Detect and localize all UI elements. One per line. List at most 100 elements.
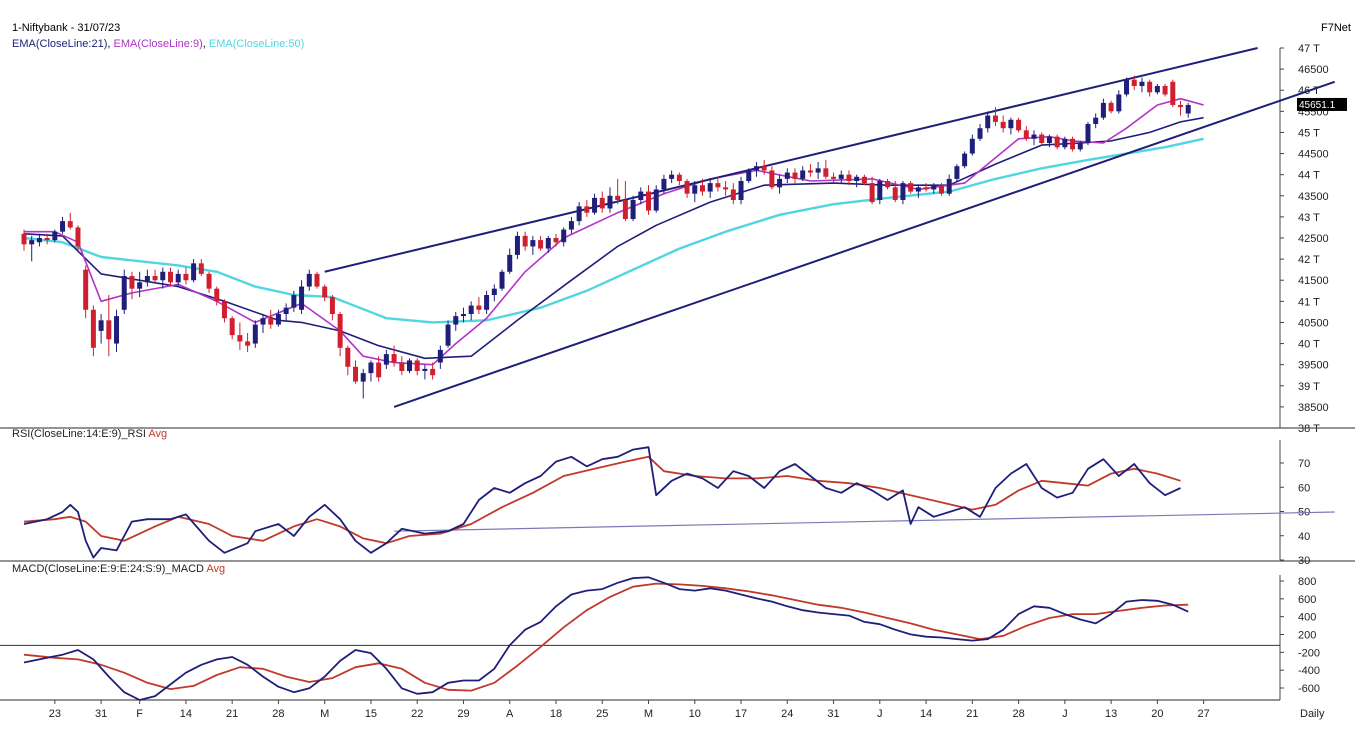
candle-body	[931, 185, 937, 190]
x-tick-label: 14	[920, 708, 932, 720]
candle-body	[90, 309, 96, 348]
candle-body	[800, 170, 806, 179]
x-tick-label: J	[1062, 708, 1068, 720]
macd-line	[23, 576, 1189, 701]
candle-body	[1077, 143, 1083, 150]
price-tick-label: 43 T	[1298, 212, 1320, 224]
candle-body	[753, 166, 759, 171]
candle-body	[599, 197, 605, 209]
candle-body	[221, 301, 227, 319]
candle-body	[275, 314, 281, 325]
x-tick-label: 14	[180, 708, 192, 720]
candle-body	[692, 185, 698, 194]
candle-body	[237, 335, 243, 342]
candle-body	[507, 254, 513, 272]
candle-body	[638, 191, 644, 200]
candle-body	[877, 181, 883, 200]
candle-body	[592, 197, 598, 213]
candle-body	[445, 324, 451, 346]
candle-body	[1147, 81, 1153, 93]
candle-body	[491, 288, 497, 295]
candle-body	[353, 366, 359, 382]
candle-body	[407, 360, 412, 371]
ema21-line	[23, 116, 1204, 360]
candle-body	[707, 183, 713, 192]
candle-body	[669, 174, 675, 179]
price-tick-label: 41500	[1298, 275, 1329, 287]
candle-body	[191, 263, 197, 281]
candle-body	[399, 362, 405, 371]
candle-body	[1046, 136, 1052, 143]
x-tick-label: 25	[596, 708, 608, 720]
price-tick-label: 47 T	[1298, 43, 1320, 55]
vendor-label: F7Net	[1321, 22, 1351, 34]
candle-body	[1039, 134, 1045, 143]
ema-legend: EMA(CloseLine:21), EMA(CloseLine:9), EMA…	[12, 38, 305, 50]
candle-body	[167, 271, 173, 283]
candle-body	[21, 233, 27, 245]
candle-body	[807, 170, 813, 173]
candle-body	[1093, 117, 1099, 124]
macd-tick-label: -200	[1298, 647, 1320, 659]
macd-tick-label: -400	[1298, 665, 1320, 677]
candle-body	[422, 368, 428, 371]
candle-body	[1054, 136, 1060, 148]
candle-body	[846, 174, 852, 181]
candle-body	[738, 181, 744, 200]
x-tick-label: 17	[735, 708, 747, 720]
ema21-legend: EMA(CloseLine:21)	[12, 38, 108, 50]
x-tick-label: A	[506, 708, 514, 720]
candle-body	[792, 172, 798, 179]
candle-body	[314, 273, 320, 287]
candle-body	[160, 271, 166, 281]
candle-body	[144, 276, 150, 283]
rsi-legend: RSI(CloseLine:14:E:9)_RSI Avg	[12, 428, 167, 440]
candle-body	[52, 231, 58, 241]
candle-body	[1023, 130, 1029, 139]
candle-body	[615, 195, 621, 200]
candle-body	[306, 273, 312, 287]
candle-body	[723, 187, 729, 190]
candle-body	[985, 115, 991, 129]
x-tick-label: 21	[966, 708, 978, 720]
candle-body	[946, 178, 952, 194]
candle-body	[121, 276, 127, 310]
candle-body	[992, 115, 998, 122]
candle-body	[291, 295, 297, 308]
ema50-line	[23, 137, 1204, 324]
price-tick-label: 43500	[1298, 191, 1329, 203]
candle-body	[777, 178, 783, 188]
candle-body	[915, 187, 921, 192]
channel-lower-line	[393, 80, 1336, 408]
x-tick-label: M	[320, 708, 329, 720]
x-tick-label: M	[644, 708, 653, 720]
candle-body	[376, 362, 382, 378]
candle-body	[183, 273, 189, 281]
x-tick-label: 27	[1198, 708, 1210, 720]
candle-body	[545, 238, 551, 249]
candle-body	[1100, 102, 1106, 118]
price-tick-label: 38500	[1298, 402, 1329, 414]
candle-body	[114, 316, 120, 344]
x-tick-label: 15	[365, 708, 377, 720]
candle-body	[1062, 138, 1068, 148]
candle-body	[885, 181, 891, 188]
candle-body	[1031, 134, 1037, 139]
candle-body	[98, 320, 104, 331]
candle-body	[453, 316, 459, 325]
candle-body	[746, 170, 752, 181]
rsi-tick-label: 40	[1298, 531, 1310, 543]
candle-body	[823, 168, 829, 177]
period-label: Daily	[1300, 708, 1325, 720]
candle-body	[838, 174, 844, 179]
candle-body	[622, 200, 628, 219]
price-tick-label: 45 T	[1298, 127, 1320, 139]
macd-tick-label: 600	[1298, 594, 1316, 606]
macd-legend-avg: Avg	[206, 563, 225, 575]
candle-body	[522, 235, 528, 247]
candle-body	[75, 227, 81, 247]
price-tick-label: 44500	[1298, 149, 1329, 161]
candle-body	[1162, 86, 1168, 95]
